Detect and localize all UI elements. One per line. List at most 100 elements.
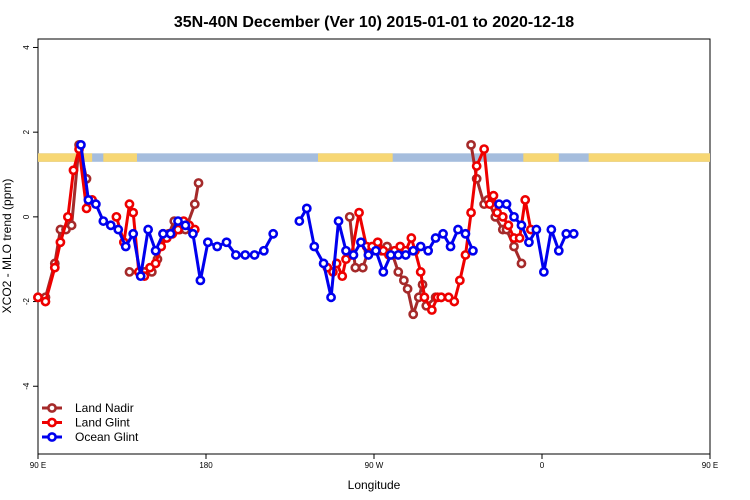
series-line xyxy=(38,143,88,299)
data-point xyxy=(363,250,374,260)
data-point xyxy=(188,228,198,239)
data-point xyxy=(419,292,430,303)
x-tick-label: 90 E xyxy=(30,461,46,470)
data-point xyxy=(497,211,508,222)
data-point xyxy=(494,199,504,210)
data-point xyxy=(150,245,161,256)
data-point xyxy=(128,228,139,239)
data-point xyxy=(509,211,519,222)
data-point xyxy=(354,207,364,218)
y-tick-label: 0 xyxy=(22,214,31,219)
data-point xyxy=(370,245,381,256)
data-point xyxy=(466,139,476,150)
data-point xyxy=(415,267,426,277)
data-point xyxy=(68,165,79,176)
data-point xyxy=(408,245,419,256)
data-point xyxy=(503,220,514,231)
data-point xyxy=(120,241,131,252)
data-point xyxy=(212,241,223,252)
data-point xyxy=(98,216,109,226)
data-point xyxy=(516,258,527,269)
data-point xyxy=(333,216,344,226)
legend-label: Land Nadir xyxy=(75,401,134,415)
series-land-glint xyxy=(33,144,536,315)
data-point xyxy=(471,161,482,171)
y-tick-label: 2 xyxy=(22,129,31,134)
data-point xyxy=(531,224,542,235)
data-point xyxy=(113,224,124,235)
data-point xyxy=(398,275,409,286)
data-point xyxy=(488,190,499,201)
x-axis: 90 E 180 90 W 0 90 E xyxy=(30,454,718,470)
data-point xyxy=(143,224,154,235)
data-point xyxy=(40,296,51,307)
series-line xyxy=(79,144,275,282)
land-band-segment xyxy=(318,153,393,162)
data-point xyxy=(378,267,389,277)
y-tick-label: -2 xyxy=(22,297,31,305)
data-point xyxy=(62,211,73,222)
data-point xyxy=(460,250,471,260)
data-point xyxy=(350,262,361,273)
data-point xyxy=(268,228,279,239)
data-point xyxy=(484,199,495,210)
series-layer xyxy=(33,139,579,320)
data-point xyxy=(400,250,411,260)
y-tick-label: 4 xyxy=(22,45,31,50)
data-point xyxy=(55,237,66,248)
land-mask-band xyxy=(38,153,710,162)
legend-swatch-marker xyxy=(47,432,57,442)
legend-swatch-marker xyxy=(47,403,57,413)
data-point xyxy=(393,267,404,277)
data-point xyxy=(561,228,572,239)
land-band-segment xyxy=(588,153,710,162)
series-ocean-glint xyxy=(76,139,579,303)
data-point xyxy=(193,178,204,188)
data-point xyxy=(516,220,527,231)
data-point xyxy=(393,250,404,260)
data-point xyxy=(158,228,168,239)
data-point xyxy=(430,233,441,243)
data-point xyxy=(49,262,60,273)
data-point xyxy=(240,250,251,260)
data-point xyxy=(128,207,139,218)
data-point xyxy=(326,292,336,303)
data-point xyxy=(337,271,348,282)
data-point xyxy=(230,250,241,260)
data-point xyxy=(524,237,534,248)
data-point xyxy=(173,216,183,226)
land-band-segment xyxy=(38,153,93,162)
data-point xyxy=(546,224,557,235)
x-axis-label: Longitude xyxy=(348,478,401,492)
data-point xyxy=(66,220,77,231)
data-point xyxy=(83,195,94,205)
data-point xyxy=(111,211,122,222)
data-point xyxy=(436,292,447,303)
legend-label: Land Glint xyxy=(75,416,130,430)
data-point xyxy=(301,203,312,214)
data-point xyxy=(538,267,549,277)
legend-item: Land Nadir xyxy=(42,401,134,415)
data-point xyxy=(449,296,460,307)
data-point xyxy=(357,262,368,273)
data-point xyxy=(385,250,396,260)
data-point xyxy=(406,233,417,243)
data-point xyxy=(309,241,320,252)
data-point xyxy=(221,237,232,248)
x-tick-label: 180 xyxy=(199,461,213,470)
y-axis-label: XCO2 - MLO trend (ppm) xyxy=(0,179,14,314)
data-point xyxy=(454,275,465,286)
data-point xyxy=(189,199,200,210)
data-point xyxy=(81,203,92,214)
data-point xyxy=(33,292,43,303)
data-point xyxy=(423,245,434,256)
data-point xyxy=(453,224,463,235)
y-axis: -4 -2 0 2 4 xyxy=(22,45,38,390)
series-land-nadir xyxy=(33,139,527,320)
data-point xyxy=(445,241,456,252)
data-point xyxy=(90,199,101,210)
chart-title: 35N-40N December (Ver 10) 2015-01-01 to … xyxy=(174,14,574,31)
data-point xyxy=(479,144,490,155)
